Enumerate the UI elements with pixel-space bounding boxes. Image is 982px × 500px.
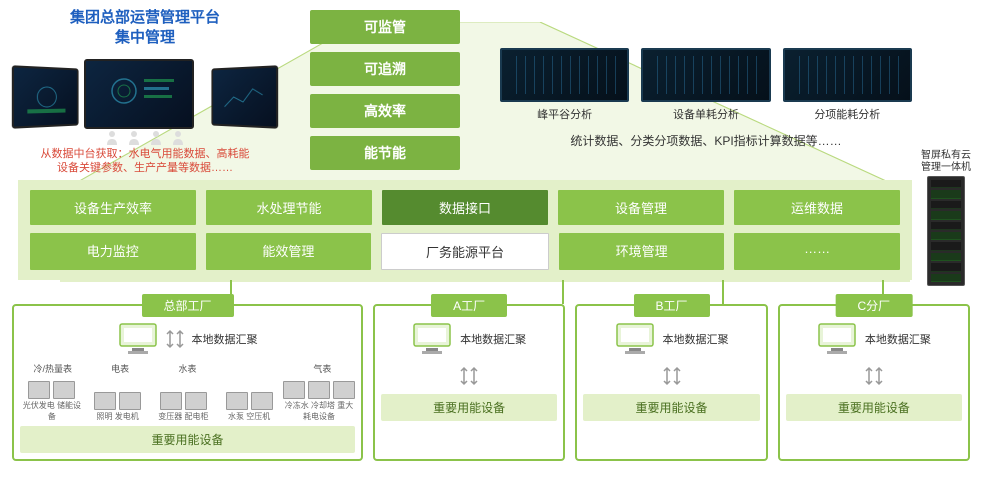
module-data-interface: 数据接口 [382,190,548,225]
factory-b: B工厂 本地数据汇聚 重要用能设备 [575,304,767,461]
pc-icon [118,322,158,356]
module-environment: 环境管理 [559,233,725,270]
factory-hq-title: 总部工厂 [141,294,233,317]
module-device-mgmt: 设备管理 [558,190,724,225]
module-production-efficiency: 设备生产效率 [30,190,196,225]
analytics-caption: 统计数据、分类分项数据、KPI指标计算数据等…… [500,132,912,149]
module-more: …… [734,233,900,270]
factory-c-bottom: 重要用能设备 [786,394,962,421]
module-power-monitor: 电力监控 [30,233,196,270]
dashboard-device-consumption: 设备单耗分析 [641,48,770,122]
factory-hq-bottom: 重要用能设备 [20,426,355,453]
factories-row: 总部工厂 本地数据汇聚 冷/热量表 电表 水表 气表 光伏发电 储能设备 照明 … [0,304,982,461]
factory-a: A工厂 本地数据汇聚 重要用能设备 [373,304,565,461]
pill-efficiency: 高效率 [310,94,460,128]
server-rack-icon [927,176,965,286]
local-aggregation-label: 本地数据汇聚 [192,331,258,347]
arrows-icon [166,325,184,353]
hq-caption: 从数据中台获取：水电气用能数据、高耗能设备关键参数、生产产量等数据…… [12,147,278,176]
module-facility-platform: 厂务能源平台 [381,233,549,270]
dashboard-peak-valley: 峰平谷分析 [500,48,629,122]
hq-platform-panel: 集团总部运营管理平台集中管理 从数据中台获取：水电气用能数据、高耗能设备关键参数… [0,0,290,180]
device-icons-row: 光伏发电 储能设备 照明 发电机 变压器 配电柜 水泵 空压机 冷冻水 冷却塔 … [20,381,355,422]
factory-c-title: C分厂 [835,294,912,317]
factory-a-bottom: 重要用能设备 [381,394,557,421]
factory-hq: 总部工厂 本地数据汇聚 冷/热量表 电表 水表 气表 光伏发电 储能设备 照明 … [12,304,363,461]
module-energy-efficiency: 能效管理 [206,233,372,270]
factory-b-title: B工厂 [633,294,709,317]
pill-trace: 可追溯 [310,52,460,86]
pc-icon [615,322,655,356]
factory-b-bottom: 重要用能设备 [583,394,759,421]
pc-icon [817,322,857,356]
feature-pills: 可监管 可追溯 高效率 能节能 [290,0,480,180]
hq-title: 集团总部运营管理平台集中管理 [12,8,278,47]
pill-monitor: 可监管 [310,10,460,44]
platform-modules: 设备生产效率 水处理节能 数据接口 设备管理 运维数据 电力监控 能效管理 厂务… [18,180,912,280]
operator-figures [104,129,186,145]
module-water-treatment: 水处理节能 [206,190,372,225]
analytics-panel: 峰平谷分析 设备单耗分析 分项能耗分析 统计数据、分类分项数据、KPI指标计算数… [480,0,982,180]
arrows-icon [865,362,883,390]
device-category-row: 冷/热量表 电表 水表 气表 [20,362,355,377]
monitor-cluster [12,53,278,143]
module-ops-data: 运维数据 [734,190,900,225]
arrows-icon [663,362,681,390]
factory-c: C分厂 本地数据汇聚 重要用能设备 [778,304,970,461]
pc-icon [412,322,452,356]
dashboard-item-consumption: 分项能耗分析 [783,48,912,122]
arrows-icon [460,362,478,390]
pill-energy-save: 能节能 [310,136,460,170]
factory-a-title: A工厂 [431,294,507,317]
